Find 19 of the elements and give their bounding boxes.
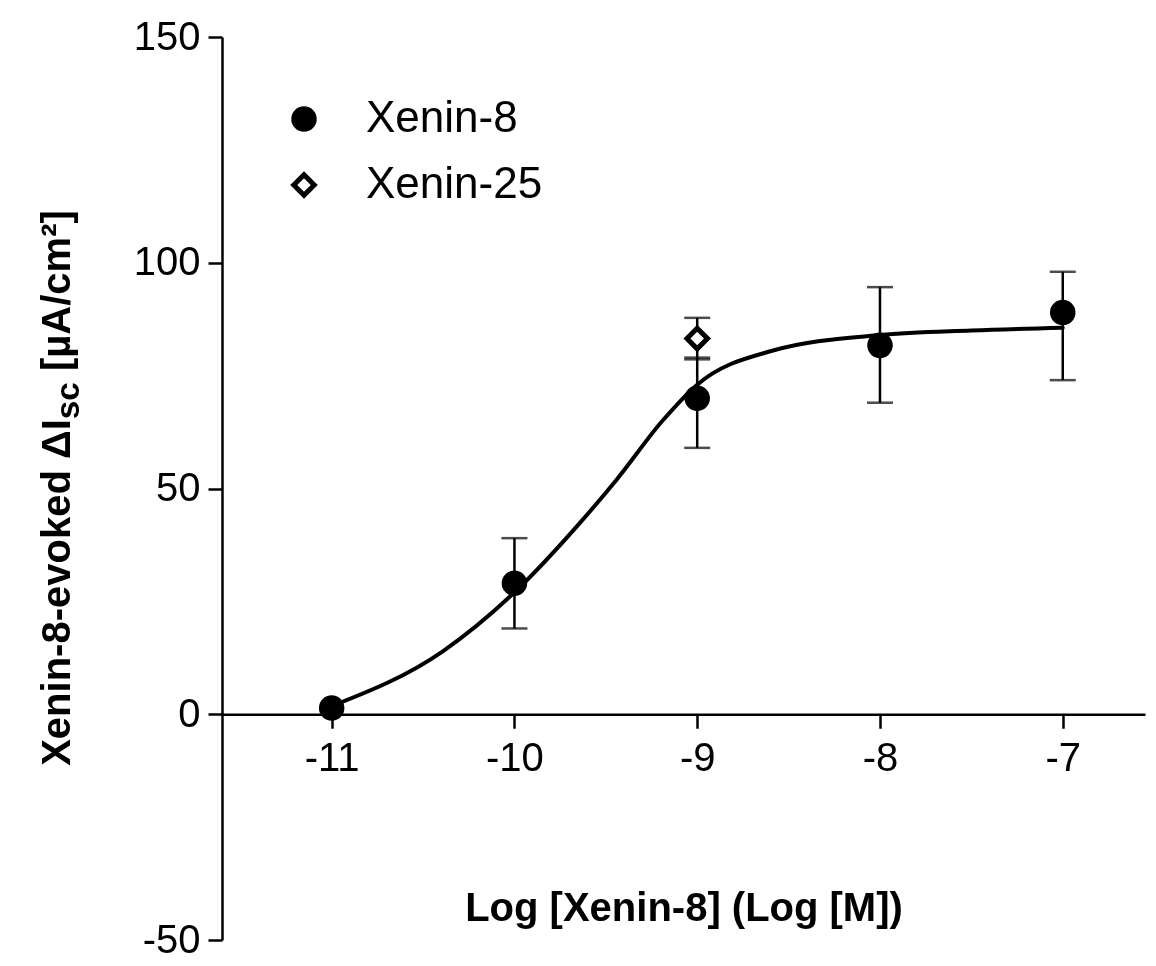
point xyxy=(501,570,528,597)
x-tick-label: -11 xyxy=(304,734,360,779)
y-tick-label: 0 xyxy=(178,690,201,735)
point xyxy=(684,385,710,411)
point xyxy=(867,332,893,359)
x-tick-label: -8 xyxy=(862,734,899,779)
x-axis-title: Log [Xenin-8] (Log [M]) xyxy=(465,884,903,929)
point xyxy=(1050,299,1076,326)
point xyxy=(684,325,710,352)
y-tick-label: -50 xyxy=(142,916,201,961)
y-tick-label: 50 xyxy=(156,465,201,509)
x-tick-label: -7 xyxy=(1045,734,1082,779)
x-tick-label: -10 xyxy=(486,734,544,779)
y-tick-label: 100 xyxy=(133,239,201,284)
legend-label: Xenin-25 xyxy=(366,158,543,207)
x-tick-label: -9 xyxy=(679,734,716,779)
legend-label: Xenin-8 xyxy=(366,92,518,141)
point xyxy=(318,695,345,721)
y-tick-label: 150 xyxy=(133,13,201,58)
